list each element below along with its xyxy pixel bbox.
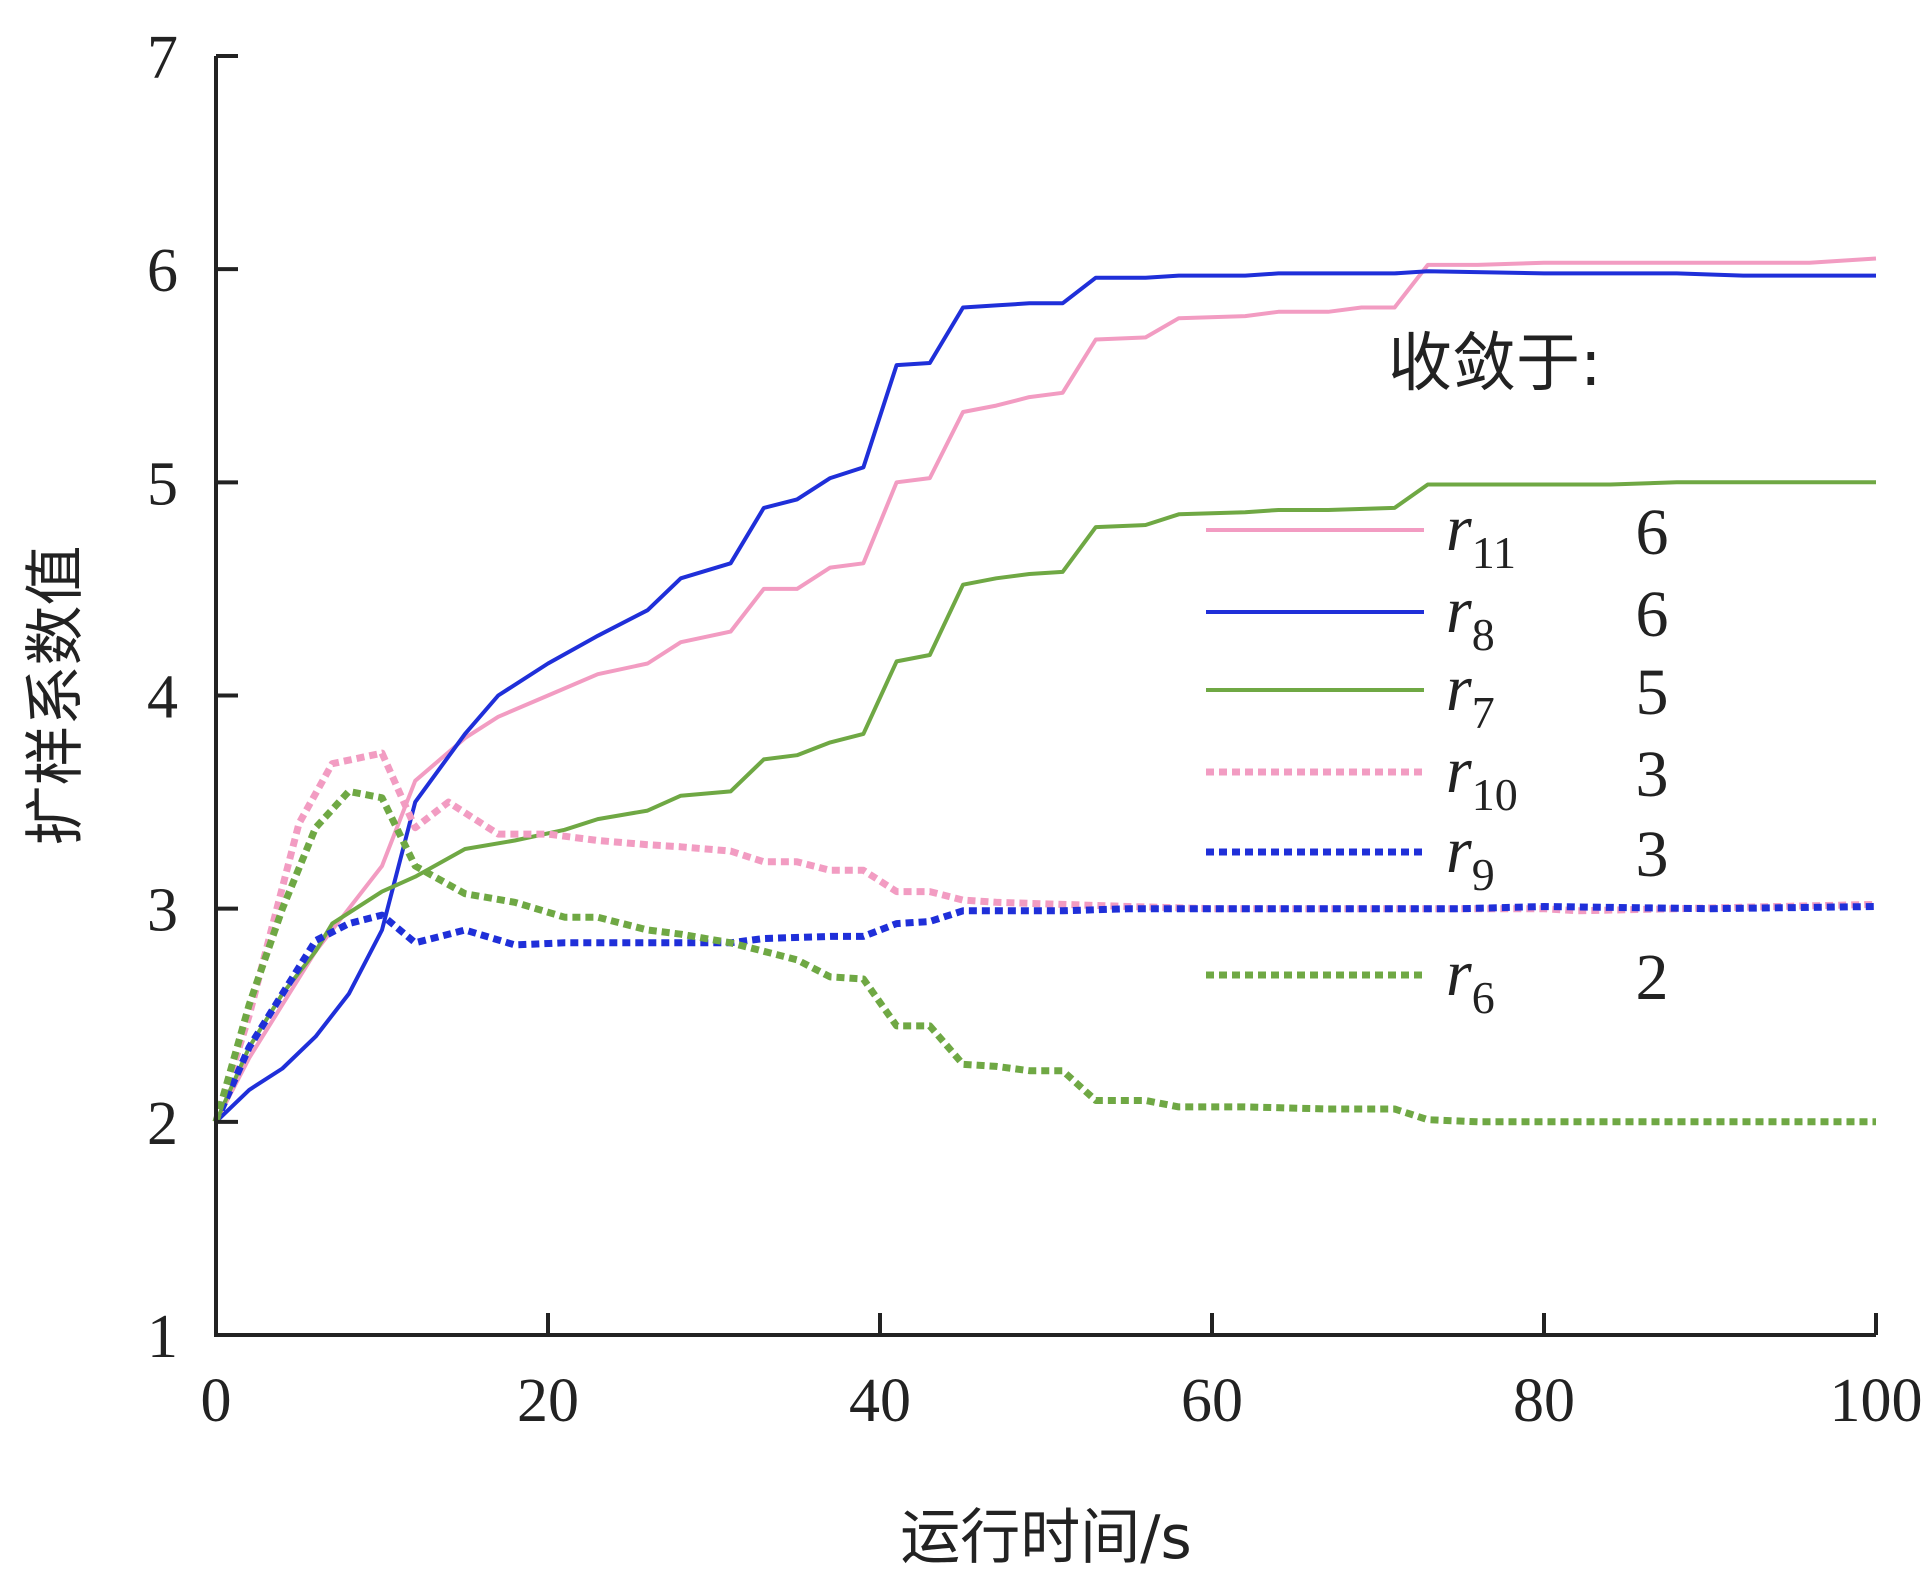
legend-series-subscript: 9 [1472, 849, 1495, 900]
x-tick-label: 100 [1830, 1367, 1923, 1435]
series-line [212, 903, 1877, 1124]
y-tick-label: 6 [147, 237, 178, 305]
legend-series-subscript: 8 [1472, 609, 1495, 660]
legend-series-subscript: 10 [1472, 769, 1518, 820]
y-tick-label: 4 [147, 664, 178, 732]
x-tick-label: 60 [1181, 1367, 1243, 1435]
legend-converge-value: 2 [1636, 941, 1669, 1014]
legend-converge-value: 6 [1636, 496, 1669, 569]
x-tick-label: 40 [849, 1367, 911, 1435]
x-tick-label: 80 [1513, 1367, 1575, 1435]
legend-series-name: r11 [1446, 492, 1516, 578]
legend-series-name: r8 [1446, 574, 1495, 660]
legend-converge-value: 5 [1636, 656, 1669, 729]
legend-title: 收敛于: [1388, 327, 1602, 401]
legend-series-subscript: 6 [1472, 972, 1495, 1023]
y-tick-label: 3 [147, 877, 178, 945]
y-tick-label: 7 [147, 24, 178, 92]
axes [214, 56, 1876, 1337]
x-tick-label: 20 [517, 1367, 579, 1435]
legend-converge-value: 3 [1636, 738, 1669, 811]
series-layer [212, 256, 1877, 1126]
series-line [212, 749, 1877, 1123]
series-line [214, 480, 1876, 1123]
series-line [214, 269, 1876, 1124]
legend-series-name: r10 [1446, 734, 1518, 820]
legend-series-subscript: 7 [1472, 687, 1495, 738]
x-tick-label: 0 [201, 1367, 232, 1435]
legend-converge-value: 3 [1636, 818, 1669, 891]
legend-series-name: r6 [1446, 937, 1495, 1023]
legend-series-name: r7 [1446, 652, 1495, 738]
series-line [212, 787, 1876, 1126]
x-axis-title: 运行时间/s [900, 1503, 1191, 1573]
y-tick-label: 5 [147, 450, 178, 518]
legend-converge-value: 6 [1636, 578, 1669, 651]
legend-series-subscript: 11 [1472, 527, 1516, 578]
y-axis-title: 扩样系数值 [21, 546, 91, 846]
legend: 收敛于: r11 6 r8 6 r7 5 r10 3 r9 3 r6 2 [1206, 327, 1669, 1023]
y-tick-label: 1 [147, 1303, 178, 1371]
series-line [214, 256, 1877, 1123]
y-tick-label: 2 [147, 1090, 178, 1158]
legend-series-name: r9 [1446, 814, 1495, 900]
